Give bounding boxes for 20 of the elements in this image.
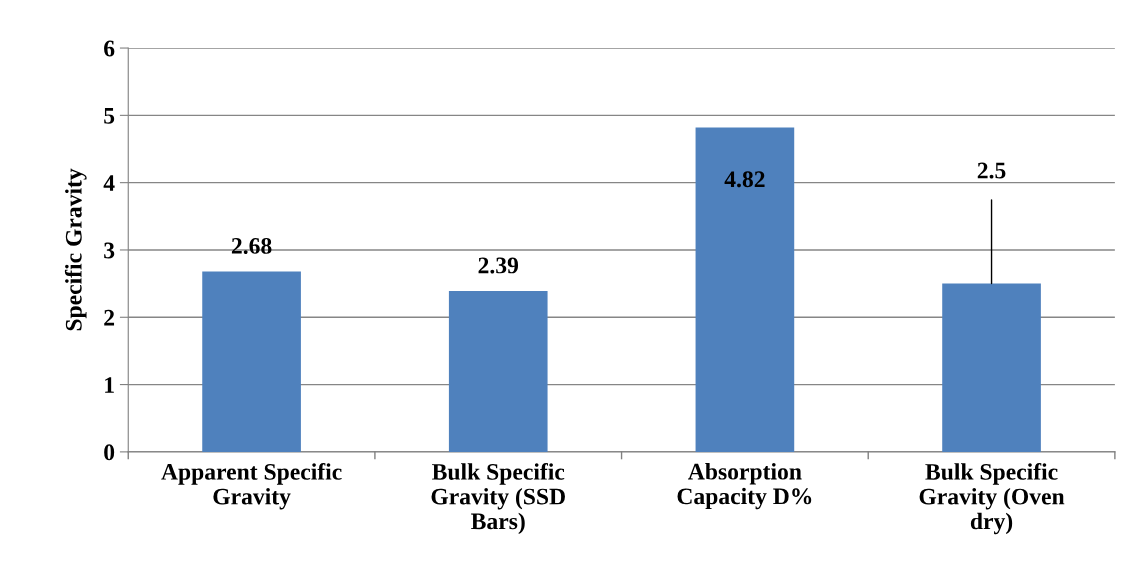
y-tick-label: 1 [105,377,114,393]
x-tick-label: Bulk Specific Gravity (SSD Bars) [431,462,565,535]
x-tick-label: Bulk Specific Gravity (Oven dry) [919,462,1065,535]
x-tick-label: Absorption Capacity D% [677,462,812,510]
x-tick-label: Apparent Specific Gravity [161,462,342,510]
data-label: 2.68 [231,237,272,254]
data-label: 4.82 [724,171,765,188]
bar [448,291,548,452]
bar [695,127,795,452]
y-tick-label: 0 [104,444,115,461]
y-tick-label: 5 [104,108,115,124]
y-tick-label: 2 [104,309,115,326]
bar [942,283,1041,452]
y-axis-title: Specific Gravity [64,168,87,331]
bar [202,271,301,452]
y-tick-label: 6 [104,40,115,57]
data-label: 2.39 [478,257,519,274]
annotation: 2.5 [977,162,1006,179]
y-tick-label: 3 [104,242,115,259]
y-tick-label: 4 [103,175,115,191]
